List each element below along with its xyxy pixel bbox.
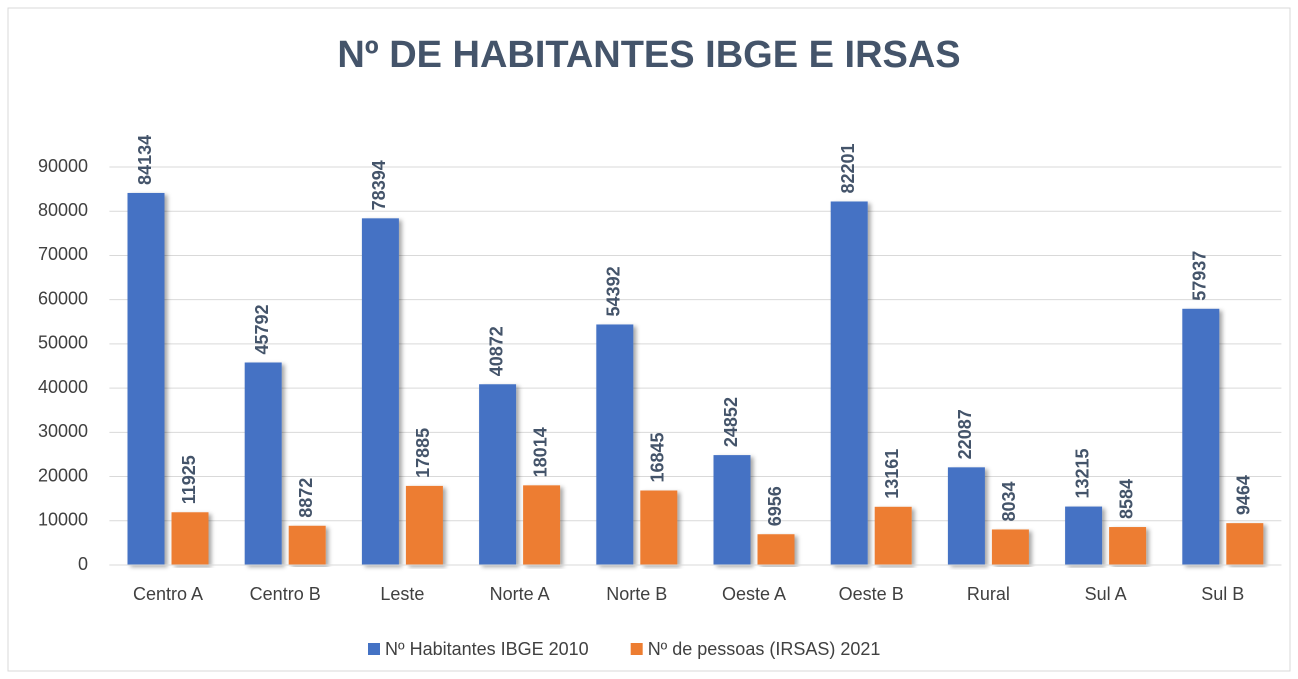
bar (405, 485, 443, 565)
x-tick-label: Centro B (250, 584, 321, 604)
value-label: 82201 (838, 143, 858, 193)
y-tick-label: 70000 (38, 244, 88, 264)
legend-swatch (630, 643, 643, 655)
y-tick-label: 40000 (38, 377, 88, 397)
bar (713, 455, 751, 565)
bar (361, 218, 399, 565)
legend-swatch (368, 643, 380, 655)
value-label: 13161 (882, 449, 902, 499)
y-tick-label: 0 (78, 554, 88, 574)
legend-label: Nº Habitantes IBGE 2010 (385, 639, 589, 659)
bar (757, 534, 795, 565)
bar (991, 529, 1029, 565)
x-tick-label: Norte A (490, 584, 550, 604)
x-tick-label: Sul A (1085, 584, 1127, 604)
legend-label: Nº de pessoas (IRSAS) 2021 (648, 639, 881, 659)
value-label: 18014 (530, 427, 550, 477)
y-tick-label: 60000 (38, 288, 88, 308)
value-label: 22087 (955, 409, 975, 459)
value-label: 13215 (1072, 448, 1092, 498)
value-label: 84134 (135, 135, 155, 185)
value-label: 9464 (1234, 475, 1254, 515)
y-tick-label: 30000 (38, 421, 88, 441)
x-tick-label: Rural (967, 584, 1010, 604)
x-tick-label: Leste (380, 584, 424, 604)
chart-border (7, 7, 1291, 672)
bar (244, 362, 282, 565)
bar (1109, 527, 1147, 565)
bar (171, 512, 209, 565)
value-label: 6956 (765, 486, 785, 526)
x-tick-label: Centro A (133, 584, 203, 604)
value-label: 54392 (604, 266, 624, 316)
value-label: 8034 (999, 481, 1019, 521)
x-tick-label: Oeste A (722, 584, 786, 604)
bar (830, 201, 868, 566)
bar (1226, 523, 1264, 565)
y-tick-label: 90000 (38, 156, 88, 176)
value-label: 40872 (486, 326, 506, 376)
value-label: 78394 (369, 160, 389, 210)
y-tick-label: 20000 (38, 465, 88, 485)
value-label: 45792 (252, 304, 272, 354)
bar (1065, 506, 1103, 565)
bar (288, 525, 326, 565)
x-tick-label: Sul B (1201, 584, 1244, 604)
value-label: 16845 (648, 432, 668, 482)
bar (640, 490, 678, 565)
bar (596, 324, 634, 565)
y-tick-label: 50000 (38, 333, 88, 353)
value-label: 24852 (721, 397, 741, 447)
bar (1182, 308, 1220, 565)
y-tick-label: 80000 (38, 200, 88, 220)
bar (127, 192, 165, 566)
bar (947, 467, 985, 565)
value-label: 11925 (179, 455, 199, 504)
x-tick-label: Oeste B (839, 584, 904, 604)
bar (874, 506, 912, 565)
x-tick-label: Norte B (606, 584, 667, 604)
bar (523, 485, 561, 565)
y-tick-label: 10000 (38, 510, 88, 530)
chart-title: Nº DE HABITANTES IBGE E IRSAS (337, 34, 960, 76)
bar (479, 384, 517, 565)
value-label: 17885 (413, 428, 433, 478)
value-label: 8584 (1116, 479, 1136, 519)
value-label: 8872 (296, 478, 316, 518)
value-label: 57937 (1190, 251, 1210, 301)
